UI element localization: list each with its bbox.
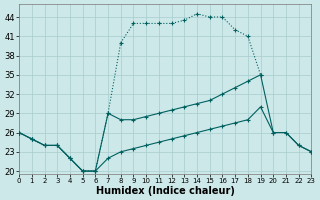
X-axis label: Humidex (Indice chaleur): Humidex (Indice chaleur) xyxy=(96,186,235,196)
